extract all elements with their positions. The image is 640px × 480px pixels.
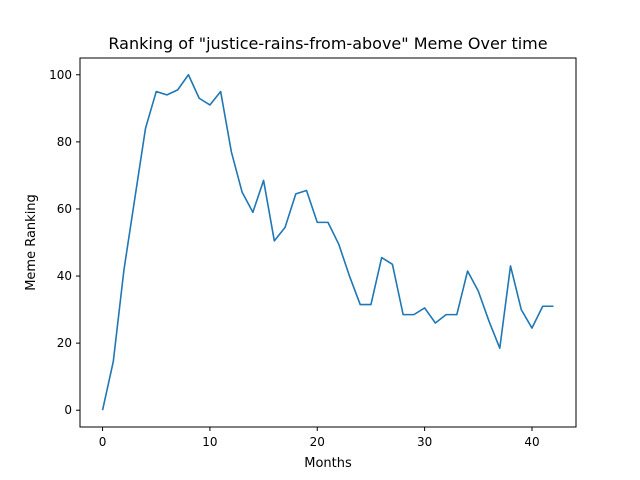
y-tick-label: 60 (57, 202, 72, 216)
y-axis: 0 20 40 60 80 100 (49, 68, 80, 417)
y-tick-label: 0 (64, 403, 72, 417)
x-tick-label: 0 (99, 435, 107, 449)
x-tick-label: 10 (202, 435, 217, 449)
x-tick-label: 20 (310, 435, 325, 449)
y-tick-label: 80 (57, 135, 72, 149)
x-axis: 0 10 20 30 40 (99, 427, 540, 449)
y-axis-label: Meme Ranking (24, 194, 39, 291)
plot-area (101, 73, 554, 411)
axes-frame (79, 57, 577, 428)
x-tick-label: 40 (524, 435, 539, 449)
y-tick-label: 100 (49, 68, 72, 82)
x-axis-label: Months (304, 456, 352, 471)
y-tick-label: 40 (57, 269, 72, 283)
x-tick-label: 30 (417, 435, 432, 449)
series-line (101, 73, 554, 411)
y-tick-label: 20 (57, 336, 72, 350)
chart-title: Ranking of "justice-rains-from-above" Me… (108, 34, 547, 53)
